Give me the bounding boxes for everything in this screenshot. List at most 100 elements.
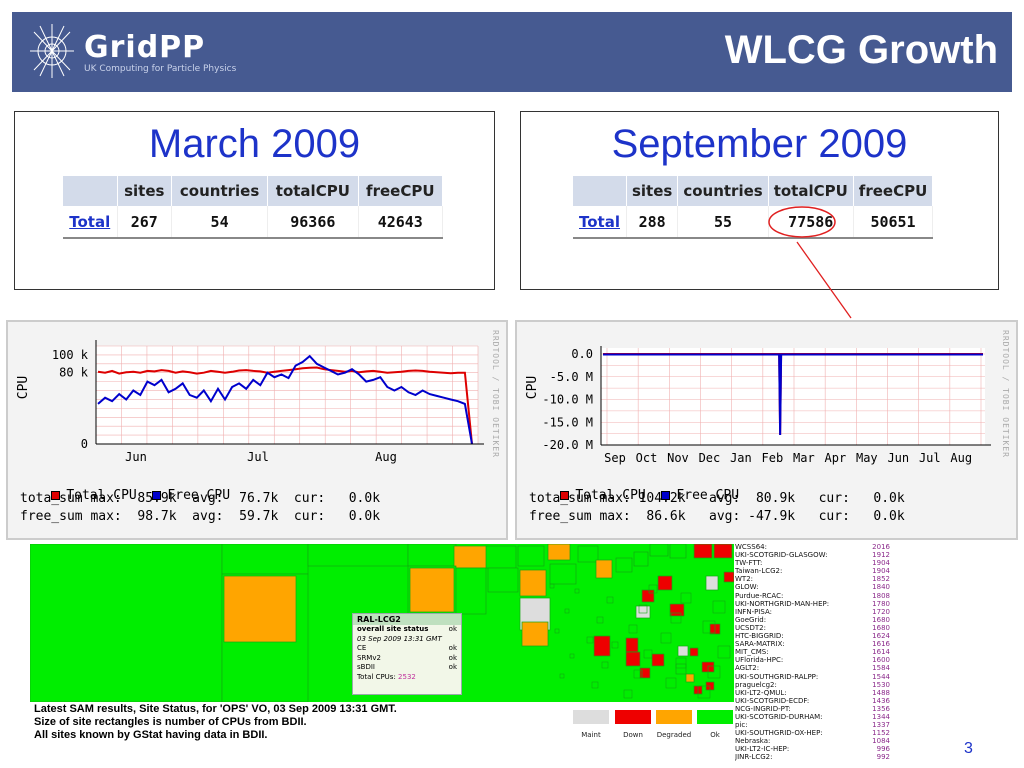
site-list-row: AGLT2: 1584 bbox=[735, 664, 890, 672]
site-rect bbox=[554, 628, 560, 634]
site-rect bbox=[677, 645, 689, 657]
site-cpus: 1904 bbox=[872, 567, 890, 576]
site-list-row: UKI-SCOTGRID-DURHAM: 1344 bbox=[735, 713, 890, 721]
site-rect bbox=[623, 689, 633, 699]
site-cpus: 1840 bbox=[872, 583, 890, 592]
site-cpus: 1152 bbox=[872, 729, 890, 738]
site-rect bbox=[680, 592, 692, 604]
site-rect bbox=[635, 605, 651, 619]
popup-value: ok bbox=[448, 625, 457, 633]
popup-cpus-value: 2532 bbox=[398, 672, 416, 681]
site-rect bbox=[593, 635, 611, 657]
site-rect bbox=[702, 620, 716, 634]
site-rect bbox=[221, 544, 309, 575]
site-cpus: 1912 bbox=[872, 551, 890, 560]
site-list-row: HTC-BIGGRID: 1624 bbox=[735, 632, 890, 640]
site-list-row: UKI-SCOTGRID-GLASGOW: 1912 bbox=[735, 551, 890, 559]
logo-text: GridPP bbox=[84, 30, 206, 65]
site-rect bbox=[596, 616, 604, 624]
site-cpus: 1530 bbox=[872, 680, 890, 689]
site-popup: RAL-LCG2 overall site status ok 03 Sep 200… bbox=[352, 613, 462, 695]
legend-maint-label: Maint bbox=[581, 731, 601, 739]
site-name: NCG-INGRID-PT: bbox=[735, 704, 791, 713]
x-tick-label: May bbox=[856, 451, 878, 465]
site-cpus: 1680 bbox=[872, 615, 890, 624]
site-rect bbox=[638, 604, 648, 614]
site-rect bbox=[549, 563, 577, 585]
legend-swatch-free bbox=[152, 491, 162, 500]
site-cpus: 992 bbox=[876, 753, 890, 762]
cpu-chart-left: 100 k 80 k 0 Jun Jul Aug bbox=[52, 340, 484, 464]
site-name: WCSS64: bbox=[735, 543, 767, 551]
chart-legend: Total CPU Free CPU bbox=[20, 473, 230, 518]
table-header: sites bbox=[626, 176, 679, 206]
site-rect bbox=[549, 583, 555, 589]
site-cpus: 1488 bbox=[872, 688, 890, 697]
site-cpus: 1600 bbox=[872, 656, 890, 665]
site-rect bbox=[697, 685, 711, 699]
september-table: sites countries totalCPU freeCPU Total 2… bbox=[573, 176, 934, 239]
page-number: 3 bbox=[964, 740, 973, 757]
table-header: freeCPU bbox=[853, 176, 934, 206]
site-rect bbox=[665, 677, 677, 689]
table-cell: 50651 bbox=[853, 206, 934, 239]
site-name: TW-FTT: bbox=[735, 559, 763, 568]
site-rect bbox=[455, 567, 487, 615]
legend-maint-swatch bbox=[573, 710, 609, 724]
site-list-row: GLOW: 1840 bbox=[735, 583, 890, 591]
legend-degraded-swatch bbox=[656, 710, 692, 724]
x-tick-label: Feb bbox=[762, 451, 784, 465]
site-cpus: 1904 bbox=[872, 559, 890, 568]
march-title: March 2009 bbox=[148, 122, 361, 166]
rrd-side-text: RRDTOOL / TOBI OETIKER bbox=[491, 330, 500, 458]
site-rect bbox=[223, 575, 297, 643]
site-list-row: TW-FTT: 1904 bbox=[735, 559, 890, 567]
table-header-blank bbox=[63, 176, 118, 206]
legend-label: Free CPU bbox=[167, 488, 231, 503]
site-rect bbox=[307, 544, 409, 567]
series-line bbox=[603, 353, 983, 436]
site-list: WCSS64: 2016 UKI-SCOTGRID-GLASGOW: 1912 TW-F… bbox=[735, 543, 890, 762]
popup-row: 03 Sep 2009 13:31 GMT bbox=[353, 635, 461, 645]
table-header: totalCPU bbox=[267, 176, 359, 206]
table-header-blank bbox=[573, 176, 627, 206]
site-rect bbox=[577, 545, 599, 563]
site-name: UKI-LT2-IC-HEP: bbox=[735, 745, 790, 754]
site-rect bbox=[606, 596, 614, 604]
september-box: September 2009 sites countries totalCPU … bbox=[520, 111, 999, 290]
site-rect bbox=[713, 544, 733, 559]
site-list-row: UKI-SCOTGRID-ECDF: 1436 bbox=[735, 697, 890, 705]
site-rect bbox=[30, 544, 223, 702]
site-rect bbox=[453, 545, 489, 569]
site-name: UCSDT2: bbox=[735, 623, 766, 632]
site-cpus: 2016 bbox=[872, 543, 890, 551]
series-line bbox=[97, 354, 473, 445]
table-header: countries bbox=[677, 176, 769, 206]
site-list-row: WCSS64: 2016 bbox=[735, 543, 890, 551]
site-rect bbox=[547, 544, 571, 561]
y-tick-label: 80 k bbox=[59, 366, 89, 380]
table-header: totalCPU bbox=[768, 176, 854, 206]
y-tick-label: -10.0 M bbox=[542, 393, 593, 407]
site-cpus: 1584 bbox=[872, 664, 890, 673]
legend-down-swatch bbox=[615, 710, 651, 724]
site-list-row: Purdue-RCAC: 1808 bbox=[735, 592, 890, 600]
popup-row: sBDII ok bbox=[353, 663, 461, 673]
site-rect bbox=[407, 544, 457, 567]
site-name: HTC-BIGGRID: bbox=[735, 632, 784, 641]
site-rect bbox=[660, 632, 672, 644]
site-list-row: SARA-MATRIX: 1616 bbox=[735, 640, 890, 648]
legend-label: Free CPU bbox=[676, 488, 740, 503]
popup-cpus: Total CPUs: 2532 bbox=[353, 673, 461, 683]
caption-line: Latest SAM results, Site Status, for 'OP… bbox=[34, 703, 397, 715]
y-tick-label: 0 bbox=[81, 437, 88, 451]
site-cpus: 1624 bbox=[872, 632, 890, 641]
site-cpus: 1337 bbox=[872, 721, 890, 730]
total-link[interactable]: Total bbox=[573, 206, 627, 239]
slide-header: GridPP UK Computing for Particle Physics… bbox=[12, 12, 1012, 92]
site-rect bbox=[521, 621, 549, 647]
total-link[interactable]: Total bbox=[63, 206, 118, 239]
popup-value: ok bbox=[448, 663, 457, 671]
site-cpus: 1616 bbox=[872, 640, 890, 649]
site-rect bbox=[651, 653, 665, 667]
